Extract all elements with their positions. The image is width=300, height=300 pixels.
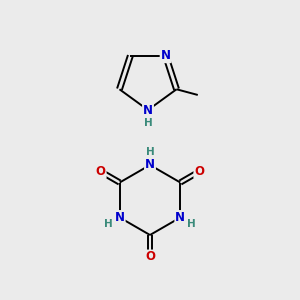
Text: O: O xyxy=(145,250,155,263)
Text: N: N xyxy=(160,49,171,62)
Text: H: H xyxy=(144,118,152,128)
Text: O: O xyxy=(194,165,204,178)
Text: N: N xyxy=(143,103,153,116)
Text: O: O xyxy=(96,165,106,178)
Text: H: H xyxy=(146,147,154,157)
Text: H: H xyxy=(104,219,113,229)
Text: N: N xyxy=(175,211,185,224)
Text: N: N xyxy=(115,211,125,224)
Text: H: H xyxy=(187,219,196,229)
Text: N: N xyxy=(145,158,155,172)
